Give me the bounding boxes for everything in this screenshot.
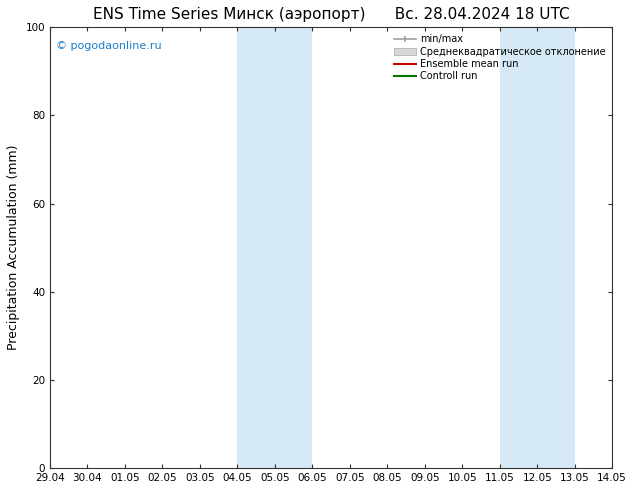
Legend: min/max, Среднеквадратическое отклонение, Ensemble mean run, Controll run: min/max, Среднеквадратическое отклонение…: [392, 32, 607, 83]
Text: © pogodaonline.ru: © pogodaonline.ru: [56, 41, 161, 50]
Bar: [237, 27, 313, 468]
Bar: [500, 27, 574, 468]
Title: ENS Time Series Минск (аэропорт)      Вс. 28.04.2024 18 UTC: ENS Time Series Минск (аэропорт) Вс. 28.…: [93, 7, 569, 22]
Y-axis label: Precipitation Accumulation (mm): Precipitation Accumulation (mm): [7, 145, 20, 350]
